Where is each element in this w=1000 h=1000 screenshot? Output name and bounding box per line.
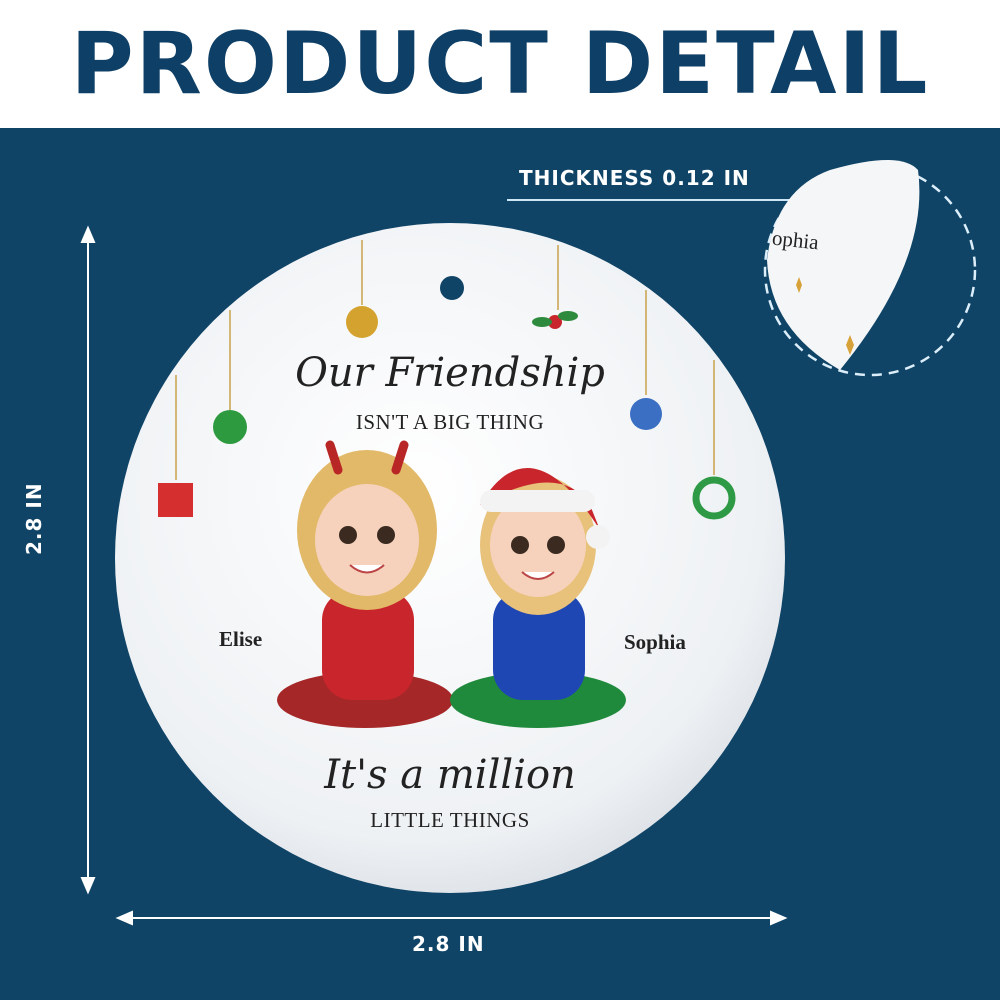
width-dimension-line bbox=[115, 910, 788, 926]
gift-box bbox=[158, 483, 193, 517]
tagline-caps: LITTLE THINGS bbox=[370, 808, 530, 832]
holly bbox=[548, 315, 562, 329]
girl-left bbox=[277, 440, 453, 728]
zoom-name: ophia bbox=[770, 225, 820, 255]
ornament-disc bbox=[115, 223, 785, 893]
wreath bbox=[692, 476, 736, 520]
gold-bauble bbox=[346, 306, 378, 338]
headline-script: Our Friendship bbox=[295, 350, 605, 396]
headline-caps: ISN'T A BIG THING bbox=[355, 410, 545, 434]
name-right: Sophia bbox=[624, 630, 686, 654]
green-bauble bbox=[213, 410, 247, 444]
height-dimension-line bbox=[80, 225, 96, 895]
blue-bauble bbox=[630, 398, 662, 430]
height-label: 2.8 IN bbox=[22, 482, 46, 555]
width-label: 2.8 IN bbox=[412, 932, 485, 956]
hanging-hole bbox=[440, 276, 464, 300]
header: PRODUCT DETAIL bbox=[0, 0, 1000, 128]
ornament-edge-closeup bbox=[767, 160, 920, 370]
hanging-strings bbox=[175, 240, 715, 480]
girl-right bbox=[450, 467, 626, 728]
name-left: Elise bbox=[219, 627, 263, 651]
thickness-label: THICKNESS 0.12 IN bbox=[519, 166, 750, 190]
page-title: PRODUCT DETAIL bbox=[70, 14, 930, 114]
tagline-script: It's a million bbox=[324, 752, 576, 798]
